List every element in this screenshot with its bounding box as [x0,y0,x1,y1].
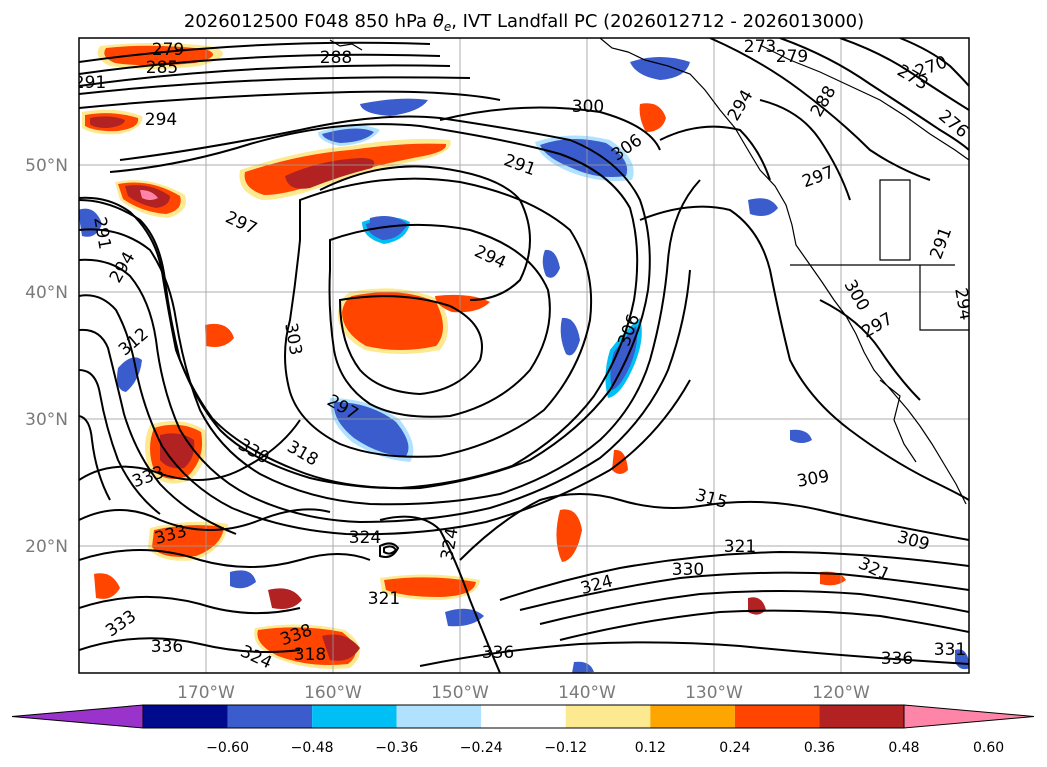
colorbar-cell [734,705,820,728]
longitude-labels: 170°W 160°W 150°W 140°W 130°W 120°W [177,683,870,703]
map-canvas: 279 285 288 291 294 300 306 291 291 297 … [74,37,975,673]
colorbar-tick-label: 0.12 [635,740,666,756]
shaded-region-subtropical-negative [117,216,642,462]
colorbar-outline [142,704,905,729]
colorbar-tick-label: 0.60 [973,740,1004,756]
theta-e-label: 324 [349,528,381,548]
colorbar-tick-label: −0.60 [206,740,249,756]
theta-e-label: 273 [744,37,776,57]
colorbar-tick-label: 0.24 [719,740,750,756]
colorbar-extend-low [11,704,144,729]
theta-e-contours [79,38,969,673]
theta-e-label: 318 [294,645,326,665]
colorbar-cell [312,705,397,728]
shaded-region-west-positive [115,138,451,218]
theta-e-label: 294 [950,286,975,321]
lat-label: 50°N [25,156,68,176]
colorbar-tick-label: −0.36 [375,740,418,756]
colorbar-tick-label: −0.12 [544,740,587,756]
theta-e-label: 279 [776,47,808,67]
shaded-region-tropical-positive [94,323,846,669]
colorbar-cell [396,705,482,728]
lon-label: 140°W [558,683,616,703]
theta-e-label: 291 [74,73,106,93]
lon-label: 130°W [685,683,743,703]
colorbar-cell [565,705,651,728]
theta-e-label: 300 [572,97,604,117]
latitude-labels: 50°N 40°N 30°N 20°N [25,156,68,557]
theta-e-label: 336 [482,643,514,663]
lat-label: 30°N [25,410,68,430]
theta-e-label: 336 [151,637,183,657]
lon-label: 120°W [812,683,870,703]
colorbar: −0.60 −0.48 −0.36 −0.24 −0.12 0.12 0.24 0.36 0.4… [11,704,1035,756]
colorbar-cell [143,705,228,728]
lon-label: 160°W [304,683,362,703]
theta-e-label: 330 [672,560,704,580]
theta-e-label: 288 [320,48,352,68]
colorbar-tick-label: 0.48 [888,740,919,756]
lat-label: 20°N [25,537,68,557]
theta-e-label: 336 [881,649,913,669]
colorbar-cell [481,705,566,728]
lon-label: 170°W [177,683,235,703]
theta-e-label: 321 [368,589,400,609]
theta-e-label: 331 [934,640,966,660]
theta-e-label: 285 [146,58,178,78]
theta-e-label: 321 [724,537,756,557]
colorbar-tick-label: 0.36 [804,740,835,756]
colorbar-tick-label: −0.24 [460,740,503,756]
figure-title: 2026012500 F048 850 hPa θe, IVT Landfall… [184,11,864,34]
colorbar-extend-high [903,704,1035,729]
lat-label: 40°N [25,283,68,303]
theta-e-label: 279 [152,40,184,60]
gridlines [79,38,969,673]
colorbar-tick-label: −0.48 [291,740,334,756]
lon-label: 150°W [431,683,489,703]
colorbar-cells [11,704,1035,729]
colorbar-labels: −0.60 −0.48 −0.36 −0.24 −0.12 0.12 0.24 0.36 0.4… [206,740,1004,756]
colorbar-cell [650,705,735,728]
coastline [329,38,969,505]
colorbar-cell [227,705,313,728]
colorbar-cell [819,705,904,728]
theta-e-label: 294 [145,110,177,130]
map-frame [78,37,970,674]
